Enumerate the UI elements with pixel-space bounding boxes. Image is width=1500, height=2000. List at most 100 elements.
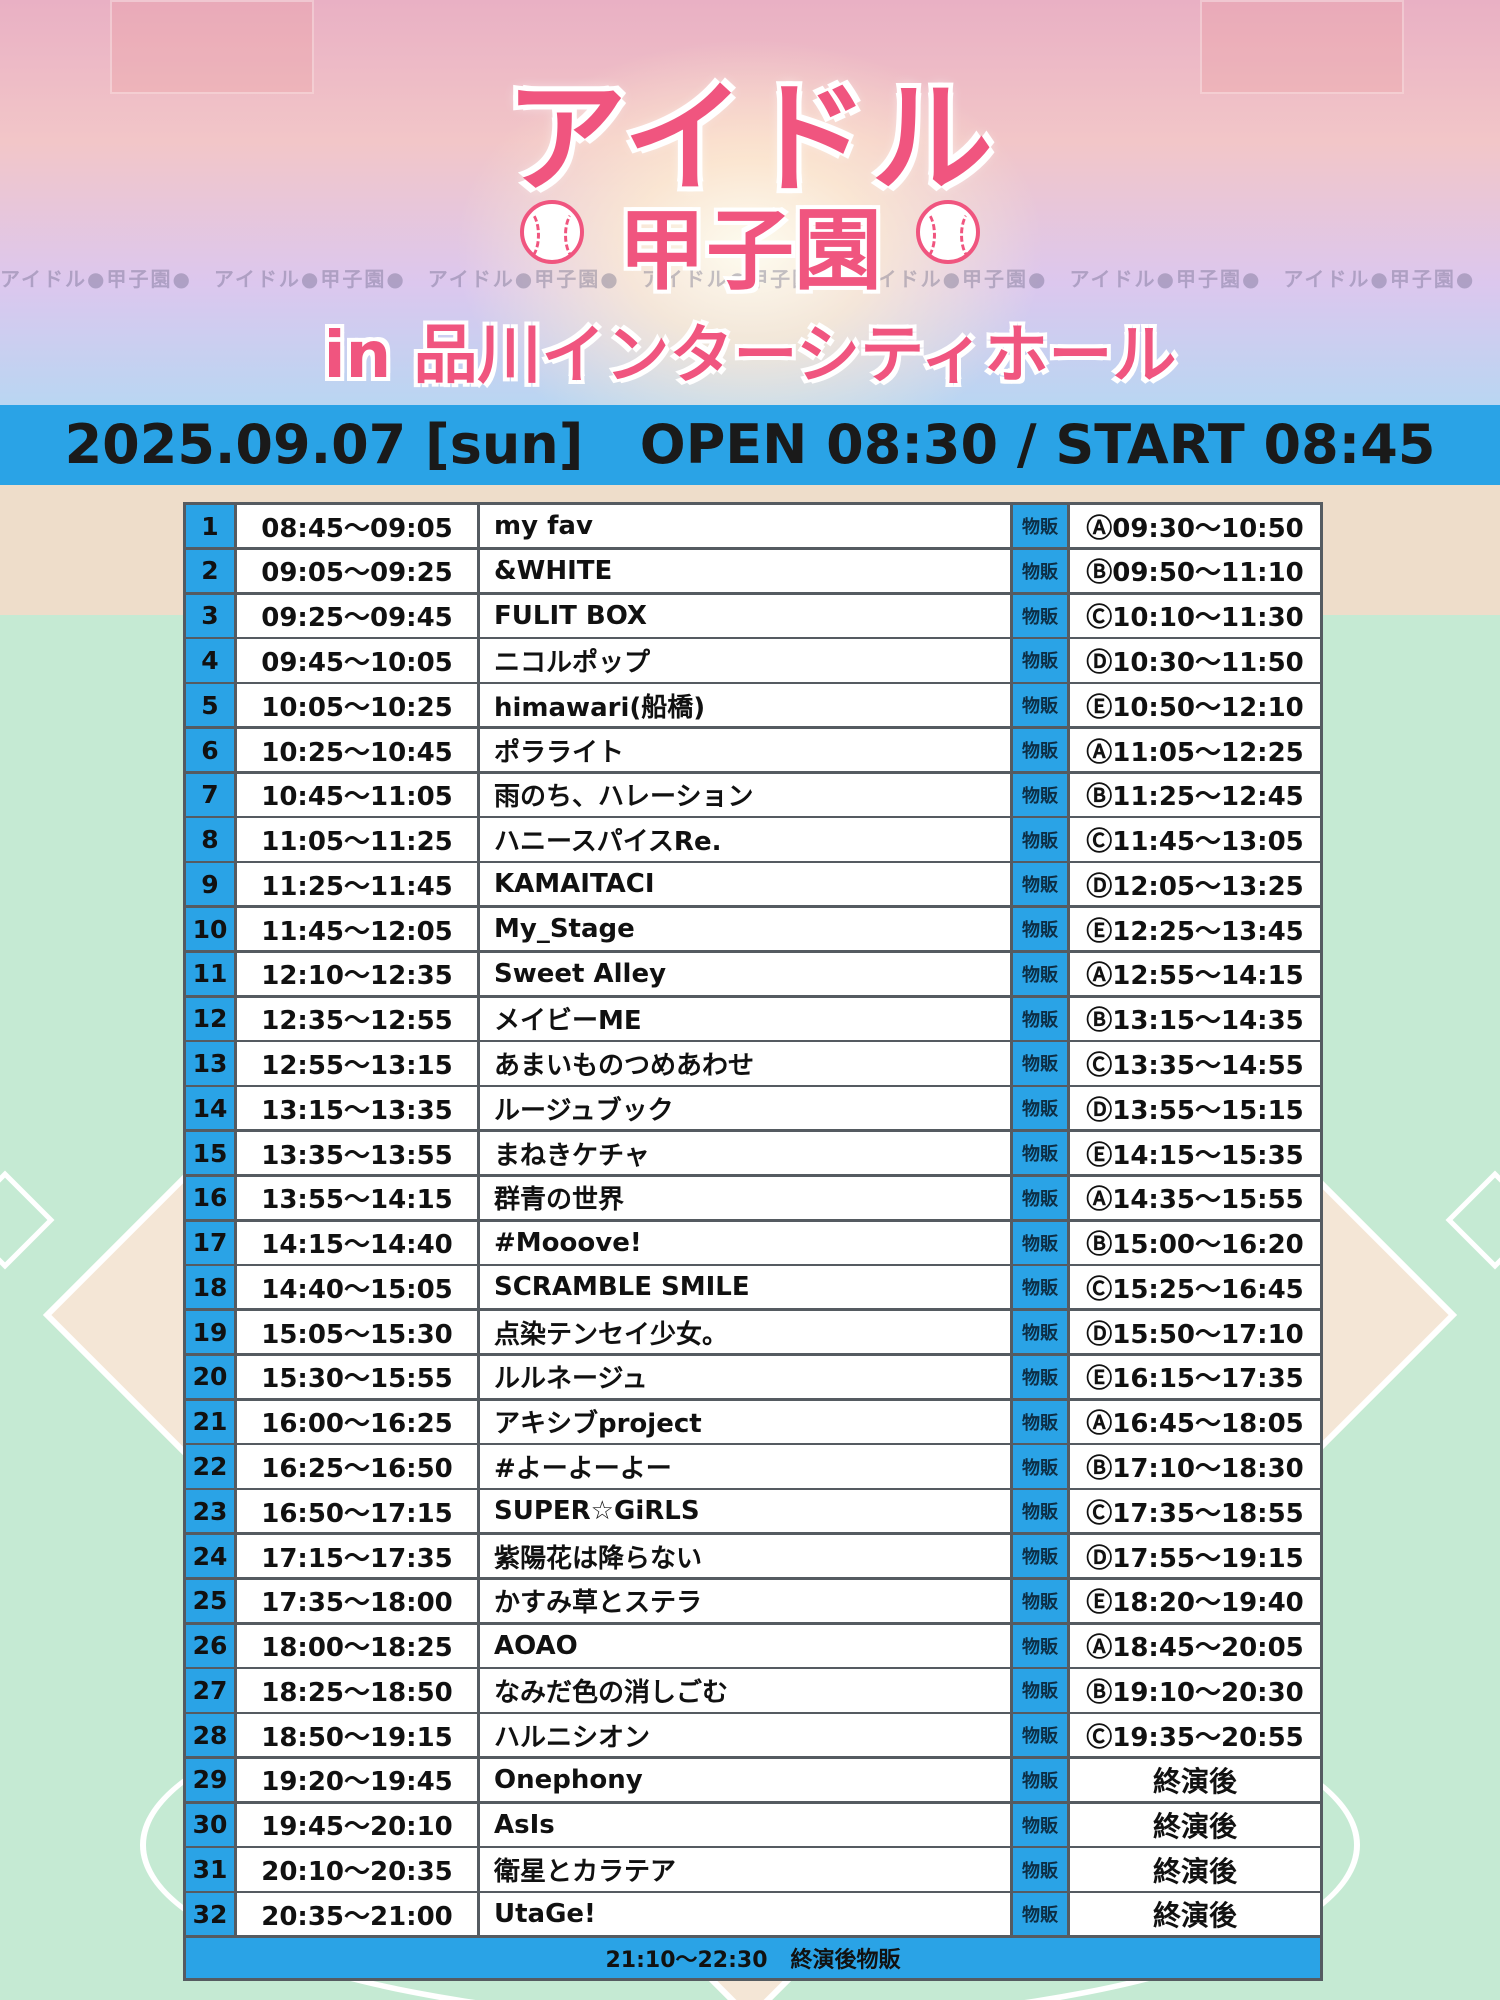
goods-sale-time: 終演後: [1070, 1893, 1320, 1936]
table-row: 11 12:10〜12:35 Sweet Alley 物販 Ⓐ12:55〜14:15: [186, 952, 1320, 995]
performance-time: 08:45〜09:05: [237, 505, 477, 548]
performance-time: 11:25〜11:45: [237, 863, 477, 906]
goods-sale-time: Ⓔ10:50〜12:10: [1070, 684, 1320, 727]
goods-sale-time: Ⓐ14:35〜15:55: [1070, 1176, 1320, 1219]
performance-time: 20:35〜21:00: [237, 1893, 477, 1936]
row-number: 12: [186, 997, 234, 1040]
goods-sale-time: Ⓒ13:35〜14:55: [1070, 1042, 1320, 1085]
table-row: 24 17:15〜17:35 紫陽花は降らない 物販 Ⓓ17:55〜19:15: [186, 1534, 1320, 1578]
performance-time: 09:45〜10:05: [237, 639, 477, 682]
goods-sale-tag: 物販: [1013, 1893, 1067, 1936]
performance-time: 19:20〜19:45: [237, 1758, 477, 1802]
goods-sale-tag: 物販: [1013, 594, 1067, 637]
row-number: 21: [186, 1400, 234, 1443]
performer-name: Sweet Alley: [480, 952, 1010, 995]
performer-name: himawari(船橋): [480, 684, 1010, 727]
goods-sale-tag: 物販: [1013, 1355, 1067, 1399]
row-number: 7: [186, 773, 234, 816]
performer-name: 衛星とカラテア: [480, 1848, 1010, 1891]
performer-name: #よーよーよー: [480, 1445, 1010, 1488]
performer-name: 紫陽花は降らない: [480, 1534, 1010, 1578]
table-row: 19 15:05〜15:30 点染テンセイ少女。 物販 Ⓓ15:50〜17:10: [186, 1311, 1320, 1354]
row-number: 31: [186, 1848, 234, 1891]
field-base-left: [0, 1170, 55, 1270]
goods-sale-tag: 物販: [1013, 549, 1067, 592]
goods-sale-time: Ⓓ15:50〜17:10: [1070, 1311, 1320, 1354]
goods-sale-tag: 物販: [1013, 908, 1067, 951]
performance-time: 13:15〜13:35: [237, 1087, 477, 1130]
goods-sale-tag: 物販: [1013, 1848, 1067, 1891]
goods-sale-tag: 物販: [1013, 1624, 1067, 1667]
goods-sale-tag: 物販: [1013, 1042, 1067, 1085]
goods-sale-time: Ⓒ15:25〜16:45: [1070, 1266, 1320, 1309]
row-number: 11: [186, 952, 234, 995]
performance-time: 15:30〜15:55: [237, 1355, 477, 1399]
performer-name: ルージュブック: [480, 1087, 1010, 1130]
table-row: 9 11:25〜11:45 KAMAITACI 物販 Ⓓ12:05〜13:25: [186, 863, 1320, 906]
performance-time: 14:15〜14:40: [237, 1221, 477, 1264]
table-row: 4 09:45〜10:05 ニコルポップ 物販 Ⓓ10:30〜11:50: [186, 639, 1320, 682]
row-number: 3: [186, 594, 234, 637]
performance-time: 13:55〜14:15: [237, 1176, 477, 1219]
performance-time: 18:50〜19:15: [237, 1714, 477, 1757]
table-row: 25 17:35〜18:00 かすみ草とステラ 物販 Ⓔ18:20〜19:40: [186, 1579, 1320, 1622]
goods-sale-time: 終演後: [1070, 1848, 1320, 1891]
performer-name: 群青の世界: [480, 1176, 1010, 1219]
stadium-stand-right: [1200, 0, 1404, 94]
row-number: 4: [186, 639, 234, 682]
field-base-right: [1445, 1170, 1500, 1270]
row-number: 14: [186, 1087, 234, 1130]
row-number: 24: [186, 1534, 234, 1578]
goods-sale-tag: 物販: [1013, 505, 1067, 548]
row-number: 26: [186, 1624, 234, 1667]
table-row: 22 16:25〜16:50 #よーよーよー 物販 Ⓑ17:10〜18:30: [186, 1445, 1320, 1488]
goods-sale-time: Ⓐ18:45〜20:05: [1070, 1624, 1320, 1667]
goods-sale-tag: 物販: [1013, 728, 1067, 772]
goods-sale-tag: 物販: [1013, 1669, 1067, 1712]
performance-time: 12:10〜12:35: [237, 952, 477, 995]
performer-name: ポラライト: [480, 728, 1010, 772]
goods-sale-tag: 物販: [1013, 1311, 1067, 1354]
goods-sale-time: 終演後: [1070, 1803, 1320, 1846]
goods-sale-time: Ⓔ14:15〜15:35: [1070, 1131, 1320, 1175]
timetable-footer-after-show-sales: 21:10〜22:30 終演後物販: [186, 1938, 1320, 1978]
goods-sale-tag: 物販: [1013, 1176, 1067, 1219]
table-row: 7 10:45〜11:05 雨のち、ハレーション 物販 Ⓑ11:25〜12:45: [186, 773, 1320, 816]
stadium-stand-left: [110, 0, 314, 94]
table-row: 5 10:05〜10:25 himawari(船橋) 物販 Ⓔ10:50〜12:10: [186, 684, 1320, 727]
row-number: 9: [186, 863, 234, 906]
row-number: 10: [186, 908, 234, 951]
performer-name: ニコルポップ: [480, 639, 1010, 682]
performer-name: AOAO: [480, 1624, 1010, 1667]
goods-sale-time: Ⓓ10:30〜11:50: [1070, 639, 1320, 682]
goods-sale-tag: 物販: [1013, 1534, 1067, 1578]
repeating-logo-strip: アイドル●甲子園● アイドル●甲子園● アイドル●甲子園● アイドル●甲子園● …: [0, 267, 1476, 291]
goods-sale-time: Ⓓ17:55〜19:15: [1070, 1534, 1320, 1578]
logo-title-line1: アイドル: [505, 68, 995, 210]
performer-name: Onephony: [480, 1758, 1010, 1802]
performer-name: FULIT BOX: [480, 594, 1010, 637]
table-row: 16 13:55〜14:15 群青の世界 物販 Ⓐ14:35〜15:55: [186, 1176, 1320, 1219]
row-number: 29: [186, 1758, 234, 1802]
table-row: 27 18:25〜18:50 なみだ色の消しごむ 物販 Ⓑ19:10〜20:30: [186, 1669, 1320, 1712]
goods-sale-time: Ⓐ12:55〜14:15: [1070, 952, 1320, 995]
goods-sale-time: Ⓒ17:35〜18:55: [1070, 1490, 1320, 1533]
performer-name: SCRAMBLE SMILE: [480, 1266, 1010, 1309]
goods-sale-time: Ⓑ09:50〜11:10: [1070, 549, 1320, 592]
table-row: 8 11:05〜11:25 ハニースパイスRe. 物販 Ⓒ11:45〜13:05: [186, 818, 1320, 861]
table-row: 30 19:45〜20:10 AsIs 物販 終演後: [186, 1803, 1320, 1846]
baseball-left-icon: [520, 200, 584, 264]
goods-sale-tag: 物販: [1013, 1579, 1067, 1622]
table-row: 12 12:35〜12:55 メイビーME 物販 Ⓑ13:15〜14:35: [186, 997, 1320, 1040]
goods-sale-time: Ⓐ16:45〜18:05: [1070, 1400, 1320, 1443]
performance-time: 19:45〜20:10: [237, 1803, 477, 1846]
performance-time: 12:55〜13:15: [237, 1042, 477, 1085]
goods-sale-tag: 物販: [1013, 1490, 1067, 1533]
performer-name: my fav: [480, 505, 1010, 548]
performer-name: あまいものつめあわせ: [480, 1042, 1010, 1085]
goods-sale-tag: 物販: [1013, 1266, 1067, 1309]
baseball-right-icon: [916, 200, 980, 264]
table-row: 20 15:30〜15:55 ルルネージュ 物販 Ⓔ16:15〜17:35: [186, 1355, 1320, 1399]
performer-name: My_Stage: [480, 908, 1010, 951]
goods-sale-time: Ⓔ18:20〜19:40: [1070, 1579, 1320, 1622]
